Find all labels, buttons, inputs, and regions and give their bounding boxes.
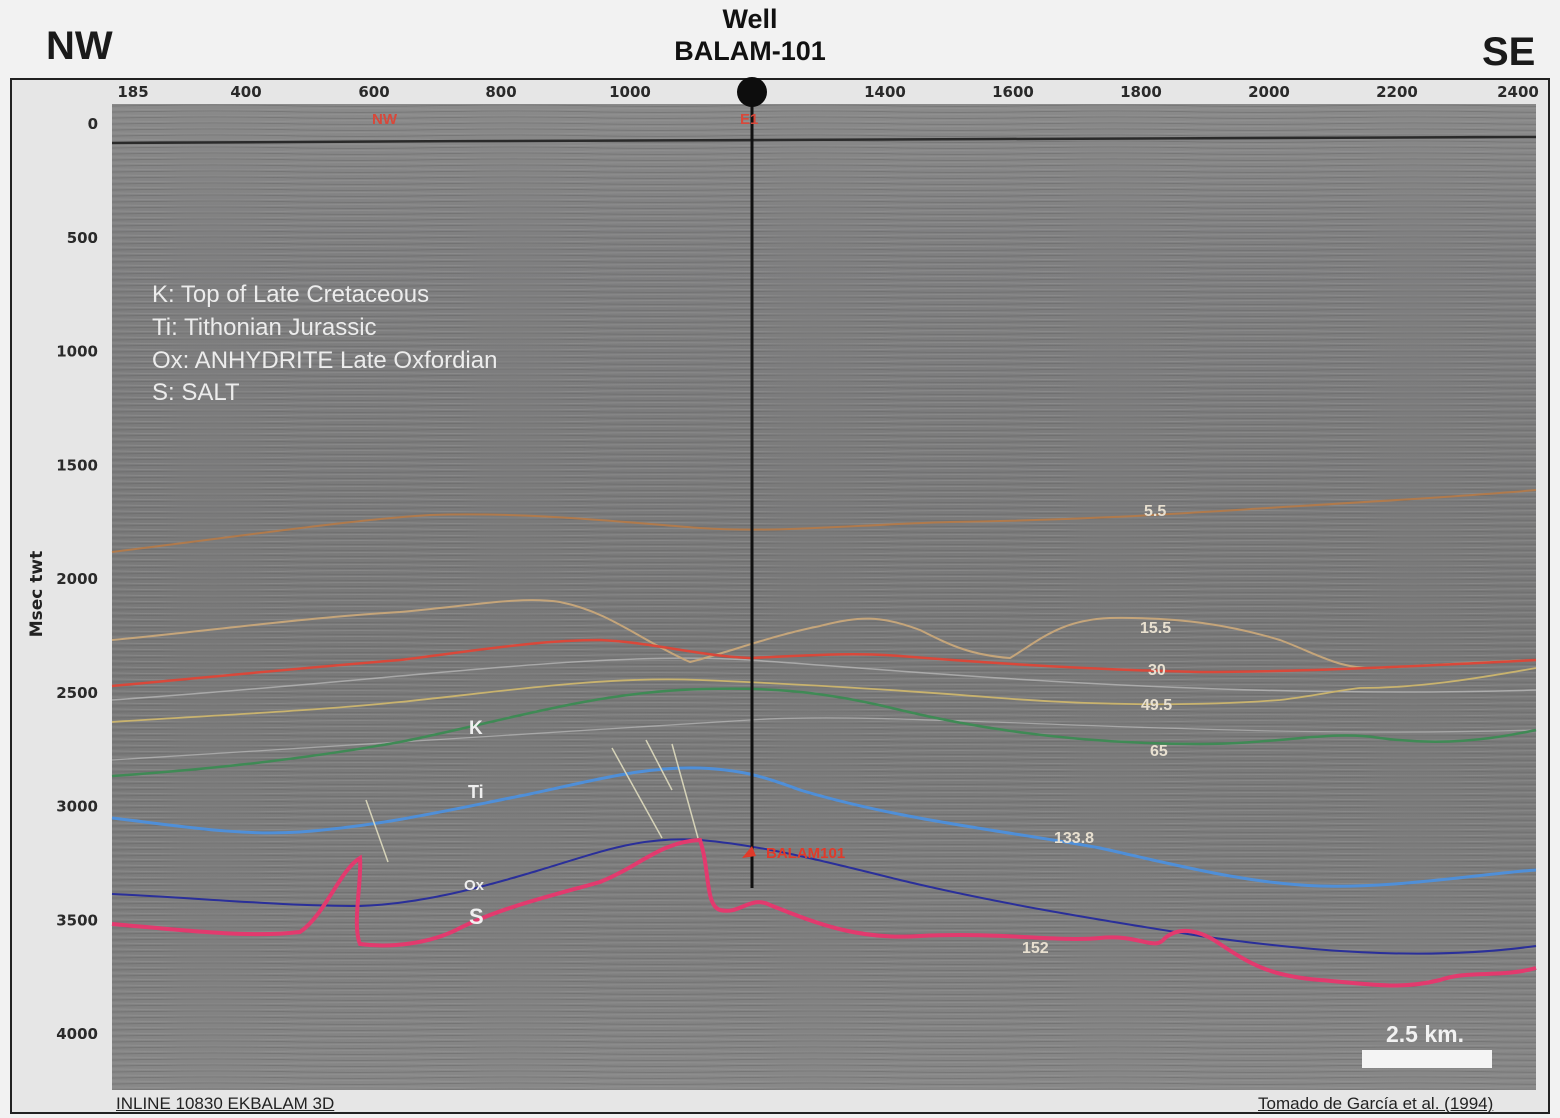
horizon-label-15-5: 15.5 — [1140, 620, 1171, 637]
y-tick-label: 3500 — [56, 911, 98, 929]
crossline-marker-nw: NW — [372, 111, 398, 128]
horizon-ox-line — [111, 838, 1537, 955]
y-tick-label: 1000 — [56, 343, 98, 361]
horizon-label-133-8: 133.8 — [1054, 830, 1094, 847]
legend-item-s: S: SALT — [152, 379, 240, 406]
well-marker-label: BALAM101 — [766, 845, 845, 862]
fault-line-4 — [671, 743, 699, 839]
legend-item-ti: Ti: Tithonian Jurassic — [152, 314, 377, 341]
crossline-marker-well: E1 — [740, 111, 758, 128]
formation-code-ox: Ox — [464, 877, 485, 894]
x-tick-label: 600 — [358, 83, 389, 101]
nw-direction-label: NW — [46, 24, 113, 68]
well-title: Well — [722, 4, 778, 34]
horizon-label-65: 65 — [1150, 743, 1168, 760]
seismic-reflector-texture — [112, 104, 1536, 1090]
horizon-30-line — [111, 638, 1537, 688]
bright-reflector-band — [111, 657, 1537, 701]
horizon-salt-line — [111, 837, 1537, 988]
scale-bar — [1362, 1050, 1492, 1068]
formation-code-s: S — [469, 904, 484, 929]
y-axis-label: Msec twt — [27, 551, 47, 638]
fault-line-2 — [611, 747, 663, 839]
y-tick-label: 3000 — [56, 798, 98, 816]
legend-item-ox: Ox: ANHYDRITE Late Oxfordian — [152, 347, 497, 374]
horizon-label-30: 30 — [1148, 662, 1166, 679]
x-tick-label: 1400 — [864, 83, 906, 101]
se-direction-label: SE — [1482, 30, 1536, 74]
formation-code-k: K — [469, 718, 483, 739]
horizon-label-49-5: 49.5 — [1141, 697, 1172, 714]
horizon-label-5-5: 5.5 — [1144, 503, 1166, 520]
y-tick-label: 500 — [67, 229, 98, 247]
well-name: BALAM-101 — [674, 36, 826, 66]
x-tick-label: 800 — [485, 83, 516, 101]
y-tick-label: 1500 — [56, 456, 98, 474]
horizon-65-line — [111, 687, 1537, 778]
y-tick-label: 4000 — [56, 1025, 98, 1043]
scale-bar-label: 2.5 km. — [1386, 1021, 1464, 1047]
inline-caption: INLINE 10830 EKBALAM 3D — [116, 1094, 335, 1113]
y-tick-label: 0 — [88, 115, 98, 133]
fault-line-3 — [645, 739, 673, 791]
y-axis-ticks: 0 500 1000 1500 2000 2500 3000 3500 4000 — [56, 115, 98, 1043]
fault-line-1 — [365, 799, 389, 863]
x-axis-ticks: 185 400 600 800 1000 1400 1600 1800 2000 2200 2400 — [117, 83, 1539, 101]
well-location-marker — [737, 77, 767, 107]
horizon-15-5-line — [111, 599, 1537, 670]
x-tick-label: 185 — [117, 83, 148, 101]
x-tick-label: 2000 — [1248, 83, 1290, 101]
well-marker-flag — [742, 846, 756, 858]
x-tick-label: 400 — [230, 83, 261, 101]
formation-code-ti: Ti — [468, 782, 484, 802]
horizon-5-5-line — [111, 489, 1537, 553]
x-tick-label: 1000 — [609, 83, 651, 101]
x-tick-label: 1800 — [1120, 83, 1162, 101]
seabed-reflector — [111, 135, 1537, 145]
x-tick-label: 2400 — [1497, 83, 1539, 101]
y-tick-label: 2500 — [56, 684, 98, 702]
y-tick-label: 2000 — [56, 570, 98, 588]
horizon-label-152: 152 — [1022, 940, 1049, 957]
horizon-49-5-line — [111, 667, 1537, 723]
legend-item-k: K: Top of Late Cretaceous — [152, 281, 429, 308]
horizon-133-8-line — [111, 766, 1537, 888]
source-citation: Tomado de García et al. (1994) — [1258, 1094, 1494, 1113]
x-tick-label: 1600 — [992, 83, 1034, 101]
x-tick-label: 2200 — [1376, 83, 1418, 101]
